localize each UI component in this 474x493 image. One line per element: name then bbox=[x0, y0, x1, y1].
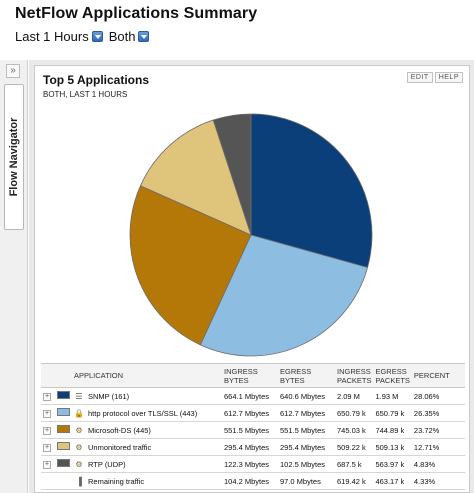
ingress-bytes-cell: 664.1 Mbytes bbox=[222, 388, 278, 405]
series-color-swatch bbox=[57, 425, 70, 433]
network-icon: ☰ bbox=[74, 392, 84, 401]
application-cell: ⚙ RTP (UDP) bbox=[74, 460, 220, 469]
expand-row-icon[interactable]: + bbox=[43, 410, 51, 418]
egress-packets-cell: 650.79 k bbox=[373, 405, 411, 422]
table-row[interactable]: + ⚙ RTP (UDP) 122.3 Mbytes102.5 Mbytes687.5… bbox=[41, 456, 465, 473]
percent-cell: 4.83% bbox=[412, 456, 465, 473]
flow-navigator-strip: » Flow Navigator bbox=[0, 60, 28, 493]
main-content: Top 5 Applications BOTH, LAST 1 HOURS ED… bbox=[29, 60, 474, 493]
bar-chart-icon: ▐ bbox=[74, 477, 84, 486]
ingress-packets-cell: 650.79 k bbox=[335, 405, 373, 422]
ingress-packets-cell: 619.42 k bbox=[335, 473, 373, 490]
ingress-packets-cell: 687.5 k bbox=[335, 456, 373, 473]
egress-bytes-cell: 551.5 Mbytes bbox=[278, 422, 335, 439]
applications-table: APPLICATION INGRESS BYTES EGRESS BYTES I… bbox=[41, 363, 465, 490]
expand-column-header bbox=[41, 364, 55, 388]
application-cell: ⚙ Microsoft-DS (445) bbox=[74, 426, 220, 435]
table-header-row: APPLICATION INGRESS BYTES EGRESS BYTES I… bbox=[41, 364, 465, 388]
time-range-value: Last 1 Hours bbox=[15, 29, 89, 44]
panel-subtitle: BOTH, LAST 1 HOURS bbox=[43, 90, 127, 99]
percent-cell: 26.35% bbox=[412, 405, 465, 422]
lock-icon: 🔒 bbox=[74, 409, 84, 418]
series-color-swatch bbox=[57, 408, 70, 416]
egress-bytes-cell: 295.4 Mbytes bbox=[278, 439, 335, 456]
ingress-packets-column-header: INGRESS PACKETS bbox=[335, 364, 373, 388]
application-cell: ▐ Remaining traffic bbox=[74, 477, 220, 486]
application-name[interactable]: http protocol over TLS/SSL (443) bbox=[88, 409, 197, 418]
ingress-bytes-cell: 104.2 Mbytes bbox=[222, 473, 278, 490]
egress-bytes-cell: 640.6 Mbytes bbox=[278, 388, 335, 405]
gears-icon: ⚙ bbox=[74, 443, 84, 452]
table-row[interactable]: ▐ Remaining traffic 104.2 Mbytes97.0 Mbyte… bbox=[41, 473, 465, 490]
filter-bar: Last 1 Hours Both bbox=[15, 29, 155, 44]
expand-row-icon[interactable]: + bbox=[43, 393, 51, 401]
expand-row-icon[interactable]: + bbox=[43, 427, 51, 435]
egress-packets-cell: 509.13 k bbox=[373, 439, 411, 456]
egress-bytes-cell: 102.5 Mbytes bbox=[278, 456, 335, 473]
flow-navigator-label: Flow Navigator bbox=[8, 118, 20, 197]
page-title: NetFlow Applications Summary bbox=[15, 5, 257, 23]
percent-cell: 4.33% bbox=[412, 473, 465, 490]
panel-actions: EDIT HELP bbox=[405, 72, 463, 83]
application-name[interactable]: SNMP (161) bbox=[88, 392, 129, 401]
flow-navigator-tab[interactable]: Flow Navigator bbox=[4, 84, 24, 230]
time-range-filter[interactable]: Last 1 Hours bbox=[15, 29, 103, 44]
series-color-swatch bbox=[57, 391, 70, 399]
panel-title: Top 5 Applications bbox=[43, 73, 149, 87]
ingress-bytes-cell: 551.5 Mbytes bbox=[222, 422, 278, 439]
direction-value: Both bbox=[109, 29, 136, 44]
expand-row-icon[interactable]: + bbox=[43, 461, 51, 469]
color-column-header bbox=[55, 364, 72, 388]
edit-button[interactable]: EDIT bbox=[407, 72, 433, 83]
ingress-bytes-cell: 295.4 Mbytes bbox=[222, 439, 278, 456]
egress-packets-cell: 1.93 M bbox=[373, 388, 411, 405]
ingress-packets-cell: 509.22 k bbox=[335, 439, 373, 456]
page-header: NetFlow Applications Summary Last 1 Hour… bbox=[0, 0, 474, 60]
ingress-packets-cell: 2.09 M bbox=[335, 388, 373, 405]
application-column-header: APPLICATION bbox=[72, 364, 222, 388]
applications-pie-chart bbox=[35, 104, 471, 359]
time-range-dropdown-icon[interactable] bbox=[92, 31, 103, 42]
egress-packets-column-header: EGRESS PACKETS bbox=[373, 364, 411, 388]
table-row[interactable]: + ⚙ Unmonitored traffic 295.4 Mbytes295.4 M… bbox=[41, 439, 465, 456]
series-color-swatch bbox=[57, 459, 70, 467]
table-row[interactable]: + 🔒 http protocol over TLS/SSL (443) 612.7 … bbox=[41, 405, 465, 422]
table-row[interactable]: + ⚙ Microsoft-DS (445) 551.5 Mbytes551.5 Mb… bbox=[41, 422, 465, 439]
egress-packets-cell: 463.17 k bbox=[373, 473, 411, 490]
application-name[interactable]: Unmonitored traffic bbox=[88, 443, 151, 452]
percent-column-header: PERCENT bbox=[412, 364, 465, 388]
ingress-bytes-column-header: INGRESS BYTES bbox=[222, 364, 278, 388]
expand-navigator-icon[interactable]: » bbox=[6, 64, 20, 78]
application-name: Remaining traffic bbox=[88, 477, 144, 486]
help-button[interactable]: HELP bbox=[435, 72, 463, 83]
egress-packets-cell: 563.97 k bbox=[373, 456, 411, 473]
egress-bytes-cell: 97.0 Mbytes bbox=[278, 473, 335, 490]
application-cell: ☰ SNMP (161) bbox=[74, 392, 220, 401]
egress-packets-cell: 744.89 k bbox=[373, 422, 411, 439]
egress-bytes-column-header: EGRESS BYTES bbox=[278, 364, 335, 388]
application-name[interactable]: RTP (UDP) bbox=[88, 460, 126, 469]
table-row[interactable]: + ☰ SNMP (161) 664.1 Mbytes640.6 Mbytes2.09… bbox=[41, 388, 465, 405]
application-cell: 🔒 http protocol over TLS/SSL (443) bbox=[74, 409, 220, 418]
gears-icon: ⚙ bbox=[74, 460, 84, 469]
ingress-bytes-cell: 612.7 Mbytes bbox=[222, 405, 278, 422]
application-name[interactable]: Microsoft-DS (445) bbox=[88, 426, 151, 435]
percent-cell: 12.71% bbox=[412, 439, 465, 456]
percent-cell: 23.72% bbox=[412, 422, 465, 439]
top-applications-panel: Top 5 Applications BOTH, LAST 1 HOURS ED… bbox=[34, 65, 470, 493]
expand-row-icon[interactable]: + bbox=[43, 444, 51, 452]
series-color-swatch bbox=[57, 442, 70, 450]
direction-dropdown-icon[interactable] bbox=[138, 31, 149, 42]
percent-cell: 28.06% bbox=[412, 388, 465, 405]
ingress-bytes-cell: 122.3 Mbytes bbox=[222, 456, 278, 473]
egress-bytes-cell: 612.7 Mbytes bbox=[278, 405, 335, 422]
gears-icon: ⚙ bbox=[74, 426, 84, 435]
ingress-packets-cell: 745.03 k bbox=[335, 422, 373, 439]
direction-filter[interactable]: Both bbox=[109, 29, 150, 44]
application-cell: ⚙ Unmonitored traffic bbox=[74, 443, 220, 452]
